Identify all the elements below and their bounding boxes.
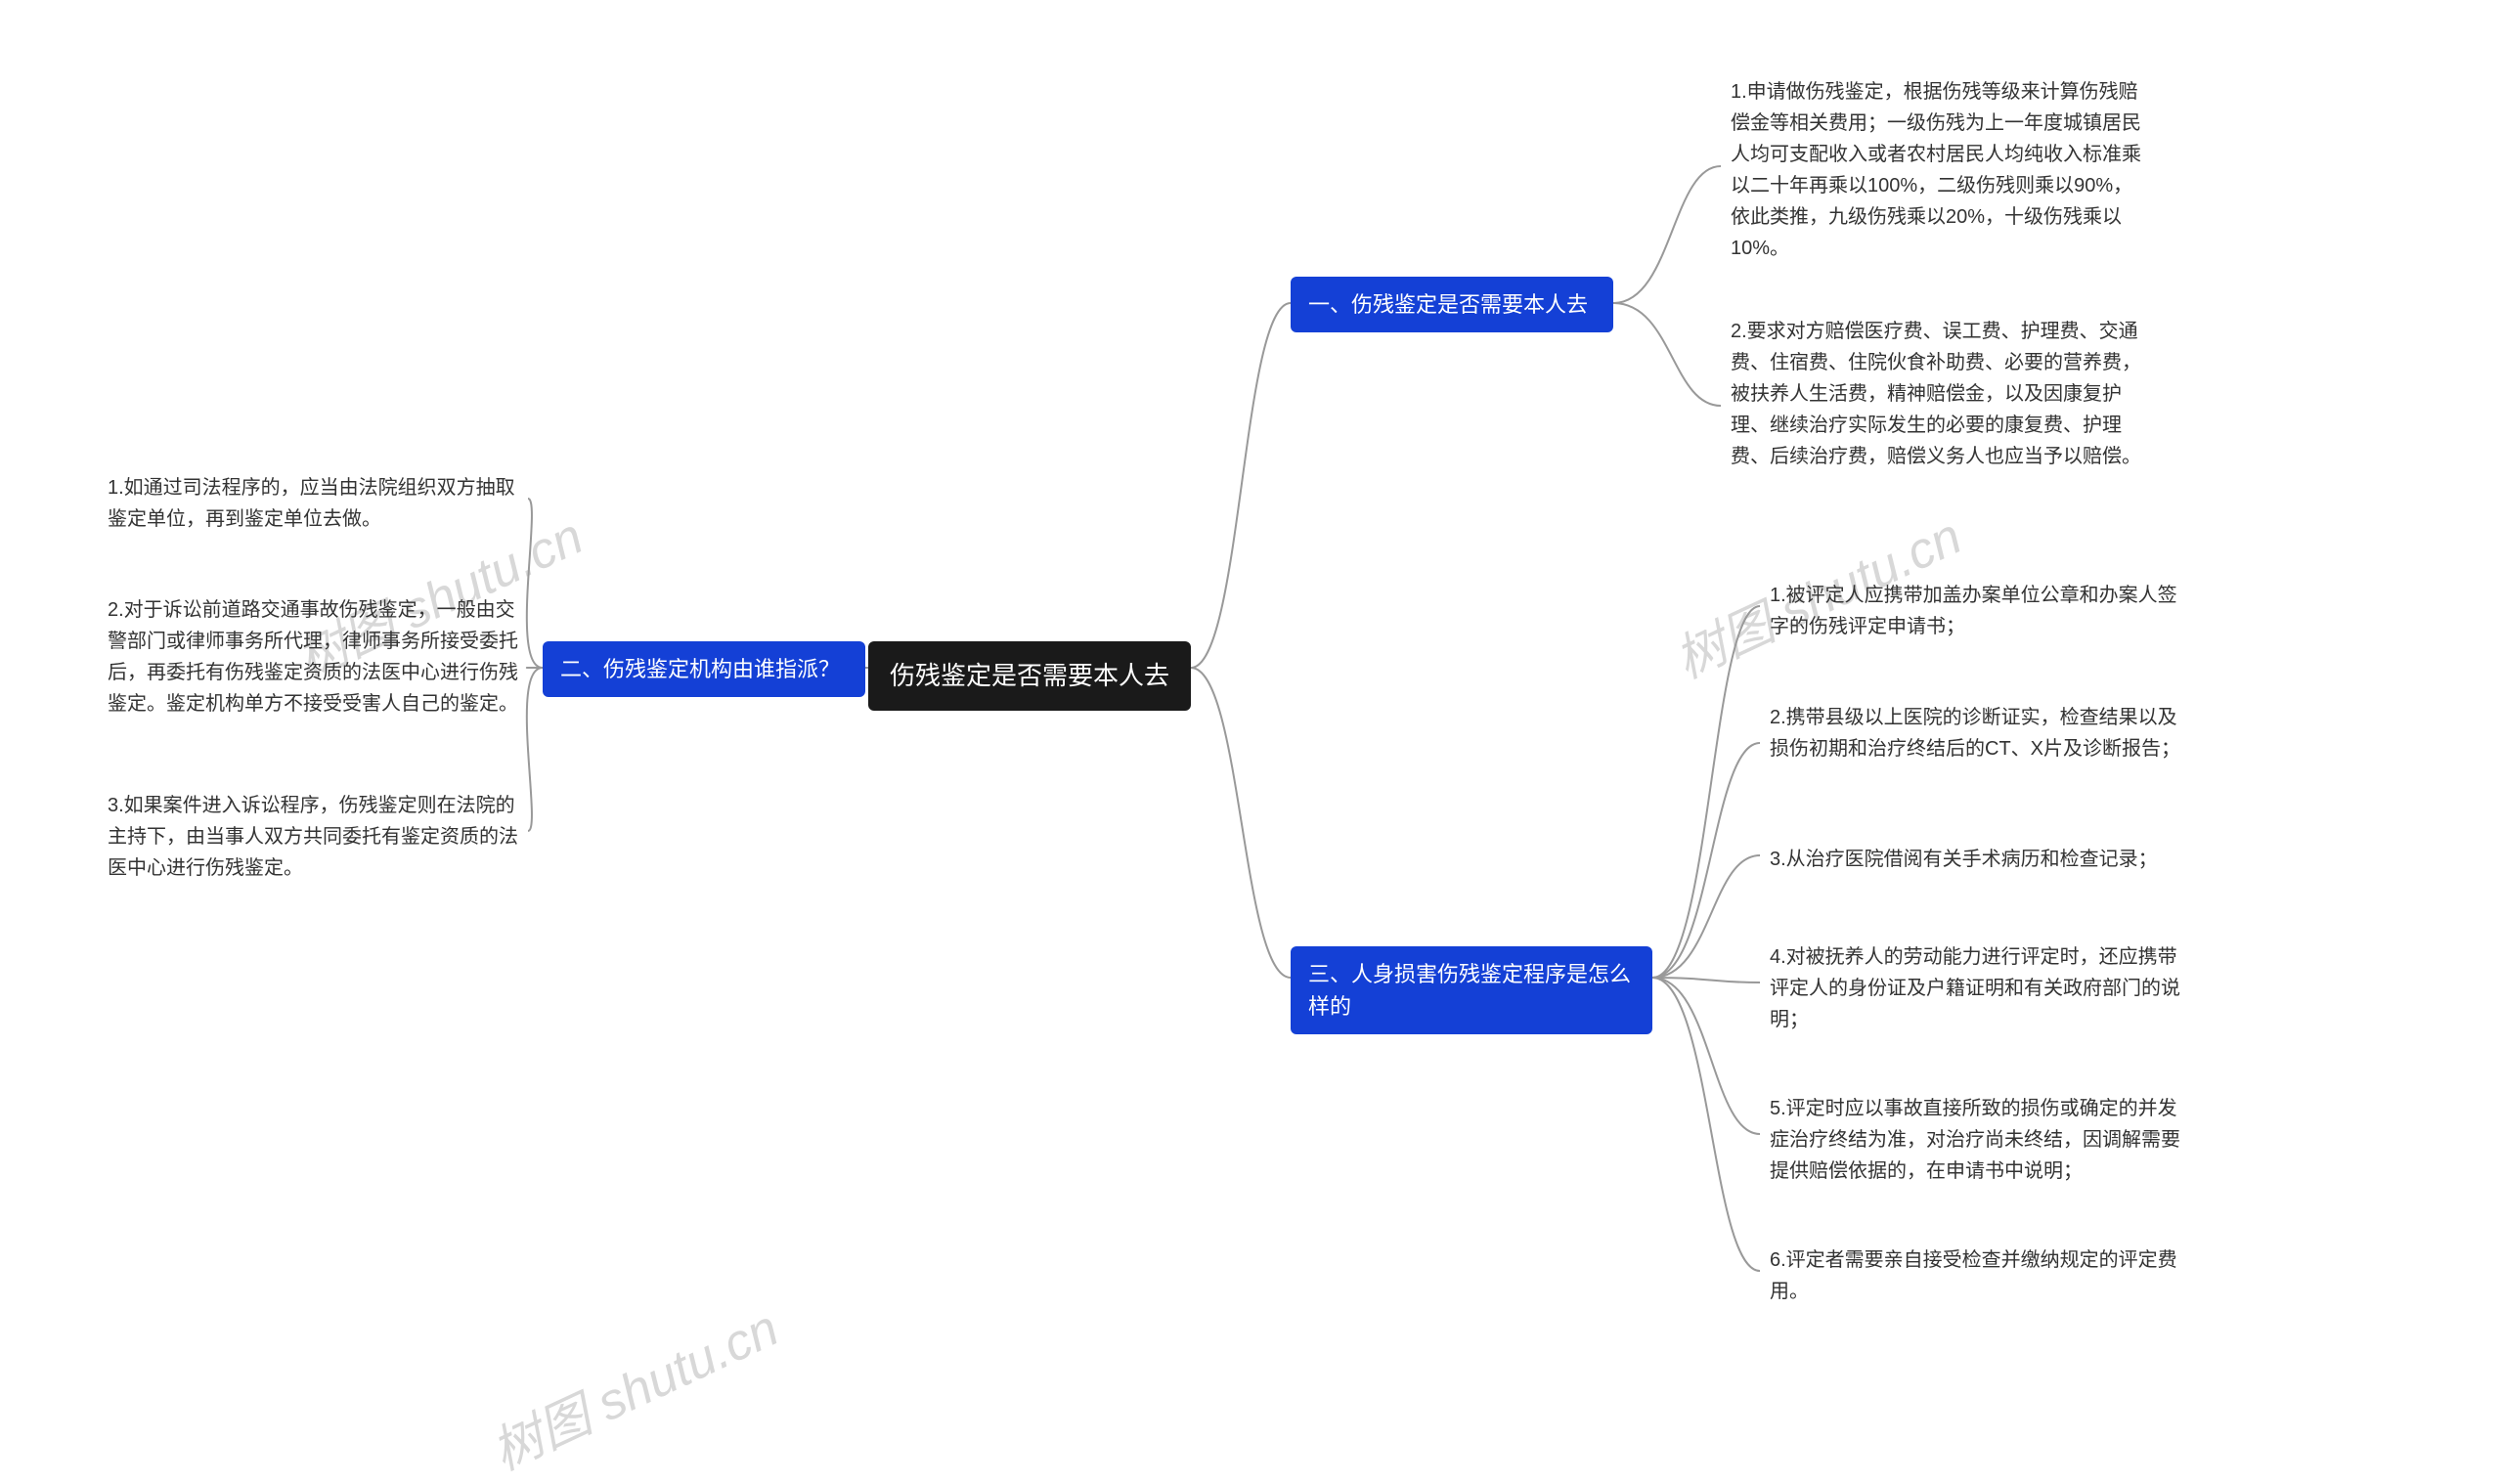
leaf-node: 5.评定时应以事故直接所致的损伤或确定的并发症治疗终结为准，对治疗尚未终结，因调… — [1760, 1085, 2190, 1195]
branch-node-2[interactable]: 二、伤残鉴定机构由谁指派？ — [543, 641, 865, 697]
root-node[interactable]: 伤残鉴定是否需要本人去 — [868, 641, 1191, 711]
leaf-node: 2.对于诉讼前道路交通事故伤残鉴定，一般由交警部门或律师事务所代理，律师事务所接… — [98, 587, 528, 727]
leaf-node: 6.评定者需要亲自接受检查并缴纳规定的评定费用。 — [1760, 1237, 2190, 1315]
leaf-node: 1.如通过司法程序的，应当由法院组织双方抽取鉴定单位，再到鉴定单位去做。 — [98, 464, 528, 543]
leaf-node: 2.要求对方赔偿医疗费、误工费、护理费、交通费、住宿费、住院伙食补助费、必要的营… — [1721, 308, 2151, 480]
leaf-node: 1.被评定人应携带加盖办案单位公章和办案人签字的伤残评定申请书； — [1760, 572, 2190, 650]
branch-node-1[interactable]: 一、伤残鉴定是否需要本人去 — [1291, 277, 1613, 332]
leaf-node: 2.携带县级以上医院的诊断证实，检查结果以及损伤初期和治疗终结后的CT、X片及诊… — [1760, 694, 2190, 772]
leaf-node: 3.如果案件进入诉讼程序，伤残鉴定则在法院的主持下，由当事人双方共同委托有鉴定资… — [98, 782, 528, 892]
leaf-node: 3.从治疗医院借阅有关手术病历和检查记录； — [1760, 836, 2190, 883]
watermark: 树图 shutu.cn — [478, 1288, 788, 1484]
branch-node-3[interactable]: 三、人身损害伤残鉴定程序是怎么样的 — [1291, 946, 1652, 1034]
leaf-node: 1.申请做伤残鉴定，根据伤残等级来计算伤残赔偿金等相关费用；一级伤残为上一年度城… — [1721, 68, 2151, 272]
leaf-node: 4.对被抚养人的劳动能力进行评定时，还应携带评定人的身份证及户籍证明和有关政府部… — [1760, 934, 2190, 1043]
